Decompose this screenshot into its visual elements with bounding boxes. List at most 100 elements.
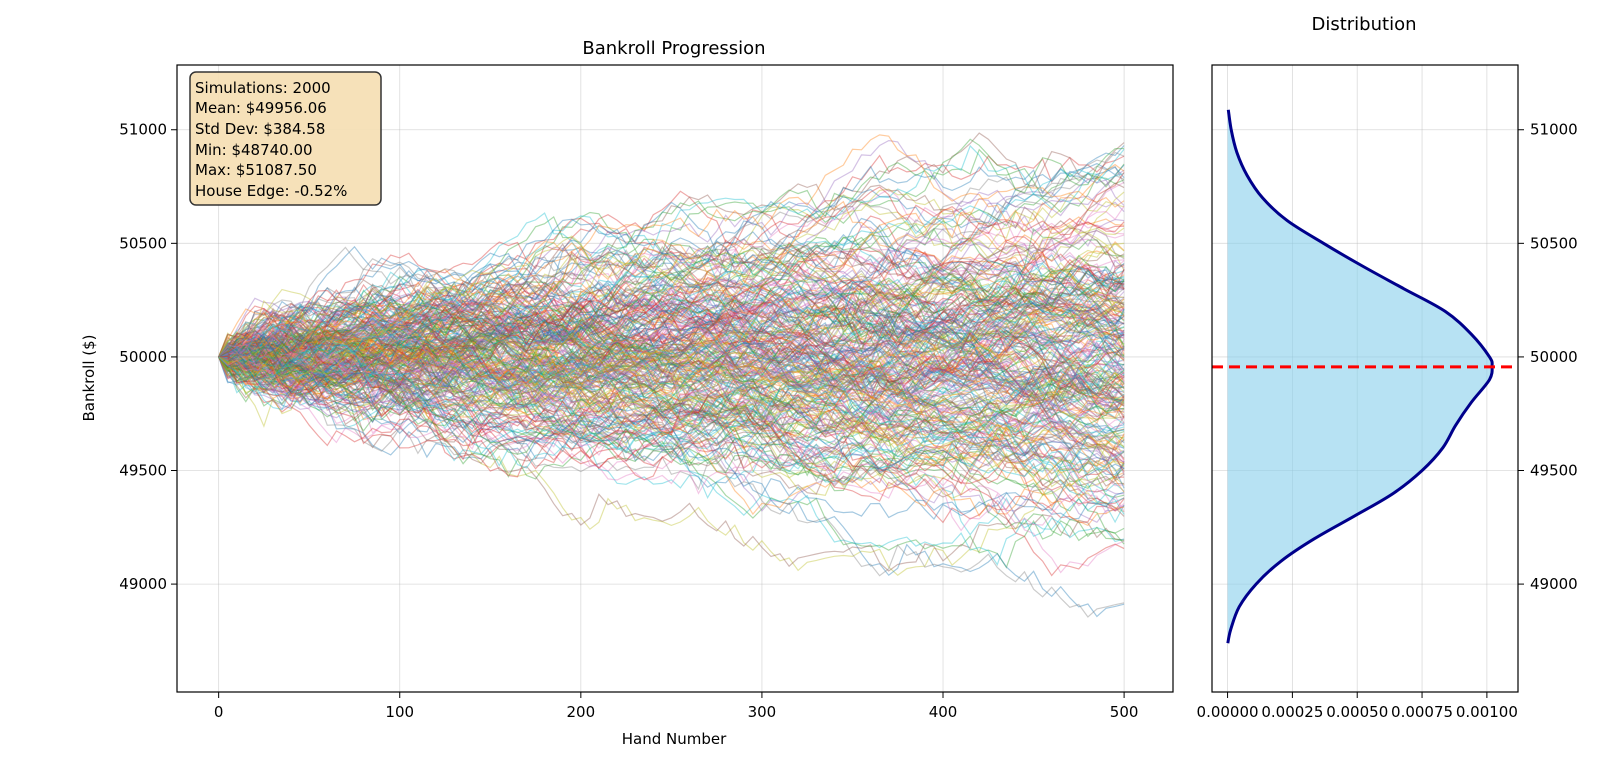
simulation-line: [218, 327, 1125, 406]
simulation-line: [218, 288, 1125, 409]
simulation-line: [218, 349, 1125, 497]
simulation-line: [218, 242, 1125, 373]
simulation-line: [218, 283, 1125, 404]
simulation-line: [218, 273, 1125, 375]
simulation-line: [218, 332, 1125, 542]
simulation-line: [218, 355, 1125, 471]
simulation-line: [218, 264, 1125, 362]
simulation-line: [218, 337, 1125, 424]
simulation-line: [218, 348, 1125, 489]
simulation-line: [218, 249, 1125, 398]
simulation-line: [218, 353, 1125, 465]
dist-y-tick-label: 50500: [1530, 234, 1578, 252]
simulation-line: [218, 215, 1125, 358]
simulation-line: [218, 299, 1125, 460]
simulation-line: [218, 192, 1125, 362]
simulation-line: [218, 241, 1125, 400]
simulation-line: [218, 221, 1125, 394]
simulation-line: [218, 151, 1125, 358]
simulation-line: [218, 262, 1125, 390]
simulation-line: [218, 336, 1125, 415]
simulation-line: [218, 242, 1125, 377]
simulation-line: [218, 182, 1125, 358]
simulation-line: [218, 269, 1125, 359]
simulation-line: [218, 298, 1125, 406]
simulation-line: [218, 335, 1125, 461]
simulation-line: [218, 300, 1125, 438]
simulation-line: [218, 284, 1125, 428]
simulation-line: [218, 313, 1125, 406]
main-y-tick-label: 51000: [119, 121, 167, 139]
simulation-line: [218, 325, 1125, 431]
simulation-line: [218, 320, 1125, 385]
stats-std-dev: Std Dev: $384.58: [195, 120, 325, 138]
simulation-line: [218, 303, 1125, 467]
simulation-line: [218, 348, 1125, 459]
simulation-line: [218, 328, 1125, 446]
simulation-line: [218, 341, 1125, 515]
simulation-line: [218, 261, 1125, 381]
simulation-line: [218, 217, 1125, 386]
simulation-line: [218, 323, 1125, 439]
simulation-line: [218, 229, 1125, 374]
simulation-line: [218, 217, 1125, 363]
simulation-line: [218, 240, 1125, 362]
simulation-line: [218, 251, 1125, 362]
simulation-line: [218, 309, 1125, 416]
simulation-line: [218, 329, 1125, 395]
simulation-line: [218, 168, 1125, 366]
simulation-line: [218, 317, 1125, 390]
main-plot-frame: [176, 64, 1174, 693]
simulation-line: [218, 338, 1125, 417]
simulation-line: [218, 356, 1125, 485]
simulation-line: [218, 319, 1125, 505]
simulation-line: [218, 291, 1125, 364]
simulation-line: [218, 301, 1125, 413]
main-y-tick-label: 49500: [119, 462, 167, 480]
main-x-axis-label: Hand Number: [622, 730, 727, 748]
simulation-line: [218, 346, 1125, 457]
simulation-line: [218, 325, 1125, 450]
simulation-line: [218, 352, 1125, 429]
simulation-line: [218, 280, 1125, 401]
distribution-x-ticks: 0.00000 0.00025 0.00050 0.00075 0.00100: [1197, 692, 1518, 721]
simulation-line: [218, 249, 1125, 366]
simulation-line: [218, 267, 1125, 408]
simulation-line: [218, 337, 1125, 432]
main-x-tick-label: 100: [385, 703, 414, 721]
simulation-line: [218, 306, 1125, 427]
simulation-line: [218, 306, 1125, 387]
simulation-line: [218, 334, 1125, 473]
simulation-line: [218, 269, 1125, 359]
simulation-line: [218, 316, 1125, 411]
dist-x-tick-label: 0.00000: [1197, 703, 1259, 721]
simulation-line: [218, 262, 1125, 393]
simulation-line: [218, 310, 1125, 441]
simulation-line: [218, 328, 1125, 467]
simulation-line: [218, 328, 1125, 469]
simulation-line: [218, 305, 1125, 400]
simulation-line: [218, 337, 1125, 450]
simulation-line: [218, 329, 1125, 413]
simulation-line: [218, 321, 1125, 433]
simulation-line: [218, 329, 1125, 512]
simulation-line: [218, 263, 1125, 358]
bankroll-chart: Bankroll Progression 0 100 200 300 400 500 49…: [80, 38, 1174, 748]
simulation-line: [218, 313, 1125, 447]
simulation-line: [218, 328, 1125, 440]
simulation-line: [218, 315, 1125, 395]
simulation-line: [218, 138, 1125, 365]
simulation-line: [218, 309, 1125, 443]
simulation-line: [218, 245, 1125, 393]
simulation-line: [218, 139, 1125, 364]
simulation-line: [218, 298, 1125, 389]
simulation-line: [218, 245, 1125, 358]
simulation-line: [218, 276, 1125, 363]
simulation-line: [218, 356, 1125, 460]
simulation-line: [218, 351, 1125, 462]
simulation-line: [218, 280, 1125, 384]
simulation-line: [218, 287, 1125, 433]
simulation-line: [218, 279, 1125, 381]
simulation-line: [218, 181, 1125, 374]
simulation-line: [218, 350, 1125, 524]
